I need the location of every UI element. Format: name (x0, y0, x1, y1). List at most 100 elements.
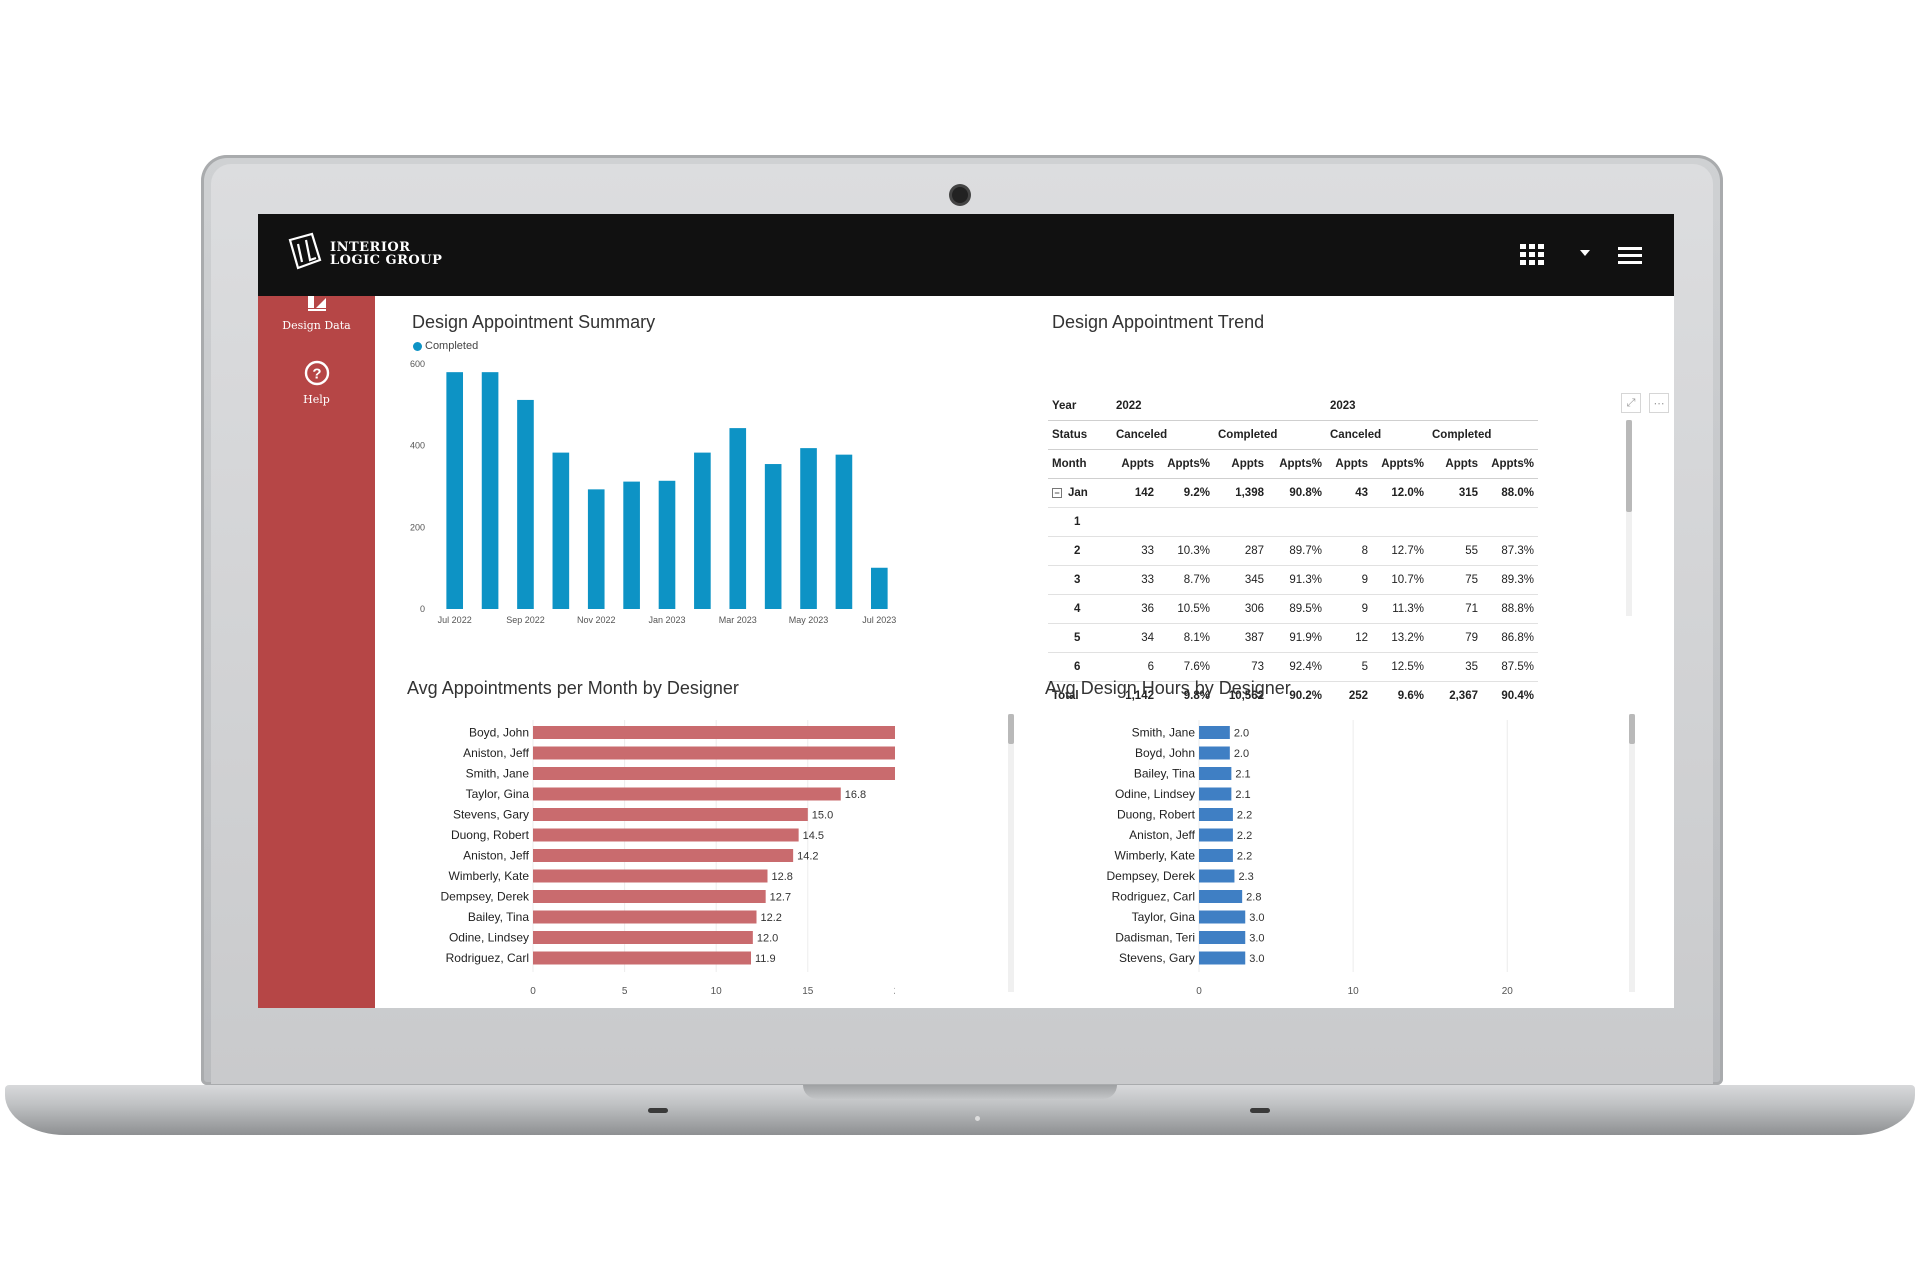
bar (1199, 910, 1246, 924)
value-cell: 34 (1112, 623, 1158, 653)
value-cell (1372, 507, 1428, 537)
x-tick-label: Jul 2023 (862, 615, 896, 625)
sidebar-item-help[interactable]: ? Help (258, 360, 375, 406)
value-cell: 345 (1214, 565, 1268, 595)
data-label: 2.0 (1234, 728, 1249, 740)
more-options-icon[interactable]: ⋯ (1649, 393, 1669, 413)
measure-header: Appts% (1372, 449, 1428, 479)
category-label: Odine, Lindsey (1115, 787, 1195, 801)
bar-may-2023 (800, 448, 817, 609)
x-tick-label: 10 (1348, 986, 1360, 997)
matrix-row: 5 34 8.1% 387 91.9% 12 13.2% 79 86.8% (1048, 623, 1538, 653)
category-label: Odine, Lindsey (449, 931, 529, 945)
focus-mode-icon[interactable]: ⤢ (1621, 393, 1641, 413)
category-label: Dempsey, Derek (441, 890, 530, 904)
data-label: 16.8 (845, 789, 866, 801)
bar (1199, 726, 1230, 739)
value-cell (1326, 507, 1372, 537)
value-cell: 306 (1214, 594, 1268, 624)
hours-scrollbar[interactable] (1629, 714, 1635, 992)
value-cell: 87.3% (1482, 536, 1538, 566)
total-value-cell: 90.2% (1268, 681, 1326, 710)
report-canvas: Design Appointment Summary Completed 0 20… (375, 296, 1674, 1008)
matrix-row: 1 (1048, 507, 1538, 537)
category-label: Duong, Robert (451, 828, 530, 842)
x-tick-label: May 2023 (789, 615, 829, 625)
data-label: 3.0 (1249, 953, 1264, 965)
collapse-icon[interactable]: − (1052, 487, 1062, 498)
summary-legend[interactable]: Completed (413, 340, 478, 352)
bar (533, 910, 757, 924)
value-cell (1214, 507, 1268, 537)
x-tick-label: 15 (802, 986, 814, 997)
sidebar-item-label: Help (303, 393, 330, 406)
scrollbar-thumb[interactable] (1008, 714, 1014, 744)
value-cell (1268, 507, 1326, 537)
value-cell (1482, 507, 1538, 537)
bar-feb-2023 (694, 452, 711, 609)
value-cell: 11.3% (1372, 594, 1428, 624)
value-cell: 13.2% (1372, 623, 1428, 653)
logo[interactable]: INTERIOR LOGIC GROUP (282, 230, 442, 278)
value-cell: 5 (1326, 652, 1372, 682)
value-cell: 89.5% (1268, 594, 1326, 624)
matrix-total-row: Total 1,142 9.8% 10,562 90.2% 252 9.6% 2,367 90.… (1048, 681, 1538, 710)
total-value-cell: 2,367 (1428, 681, 1482, 710)
dropdown-caret-icon[interactable] (1580, 250, 1590, 256)
measure-header: Appts (1112, 449, 1158, 479)
value-cell: 10.5% (1158, 594, 1214, 624)
sidebar-item-design-data[interactable]: Design Data (258, 296, 375, 332)
category-label: Aniston, Jeff (1129, 828, 1195, 842)
logo-mark-icon (288, 232, 322, 270)
y-tick-label: 600 (410, 359, 425, 369)
app-launcher-grid-icon[interactable] (1520, 244, 1544, 266)
x-tick-label: 20 (894, 986, 895, 997)
row-label: 2 (1048, 536, 1112, 566)
value-cell: 35 (1428, 652, 1482, 682)
category-label: Stevens, Gary (1119, 951, 1195, 965)
hamburger-menu-icon[interactable] (1618, 246, 1642, 266)
value-cell: 9 (1326, 565, 1372, 595)
status-canceled-header: Canceled (1326, 420, 1428, 450)
trend-matrix-table: Year 2022 2023 Status Canceled Completed Cance… (1048, 392, 1538, 710)
x-tick-label: Sep 2022 (506, 615, 545, 625)
total-value-cell: 9.6% (1372, 681, 1428, 710)
appointments-scrollbar[interactable] (1008, 714, 1014, 992)
category-label: Smith, Jane (466, 767, 530, 781)
total-value-cell: 1,142 (1112, 681, 1158, 710)
category-label: Aniston, Jeff (463, 849, 529, 863)
scrollbar-thumb[interactable] (1626, 420, 1632, 512)
row-label: 1 (1048, 507, 1112, 537)
status-completed-header: Completed (1428, 420, 1538, 450)
row-label: 5 (1048, 623, 1112, 653)
value-cell: 12.0% (1372, 478, 1428, 508)
category-label: Boyd, John (1135, 746, 1195, 760)
category-label: Rodriguez, Carl (446, 951, 529, 965)
bar (1199, 746, 1230, 760)
x-tick-label: 5 (622, 986, 628, 997)
screen: INTERIOR LOGIC GROUP Design Data (258, 214, 1674, 1008)
value-cell: 71 (1428, 594, 1482, 624)
data-label: 12.0 (757, 933, 778, 945)
value-cell: 55 (1428, 536, 1482, 566)
bar-apr-2023 (764, 464, 782, 609)
trend-matrix-title: Design Appointment Trend (1052, 312, 1265, 332)
row-label: 3 (1048, 565, 1112, 595)
logo-text-line1: INTERIOR (330, 240, 411, 255)
scrollbar-thumb[interactable] (1629, 714, 1635, 744)
matrix-header-year: Year 2022 2023 (1048, 392, 1538, 421)
value-cell: 91.9% (1268, 623, 1326, 653)
matrix-row: 6 6 7.6% 73 92.4% 5 12.5% 35 87.5% (1048, 652, 1538, 682)
value-cell: 88.0% (1482, 478, 1538, 508)
value-cell: 79 (1428, 623, 1482, 653)
matrix-scrollbar[interactable] (1626, 420, 1632, 616)
laptop-foot (648, 1108, 668, 1113)
value-cell: 89.3% (1482, 565, 1538, 595)
category-label: Smith, Jane (1132, 726, 1196, 740)
matrix-row: 3 33 8.7% 345 91.3% 9 10.7% 75 89.3% (1048, 565, 1538, 595)
value-cell: 33 (1112, 565, 1158, 595)
value-cell: 12.5% (1372, 652, 1428, 682)
measure-header: Appts (1326, 449, 1372, 479)
bar (1199, 849, 1233, 862)
measure-header: Appts% (1158, 449, 1214, 479)
